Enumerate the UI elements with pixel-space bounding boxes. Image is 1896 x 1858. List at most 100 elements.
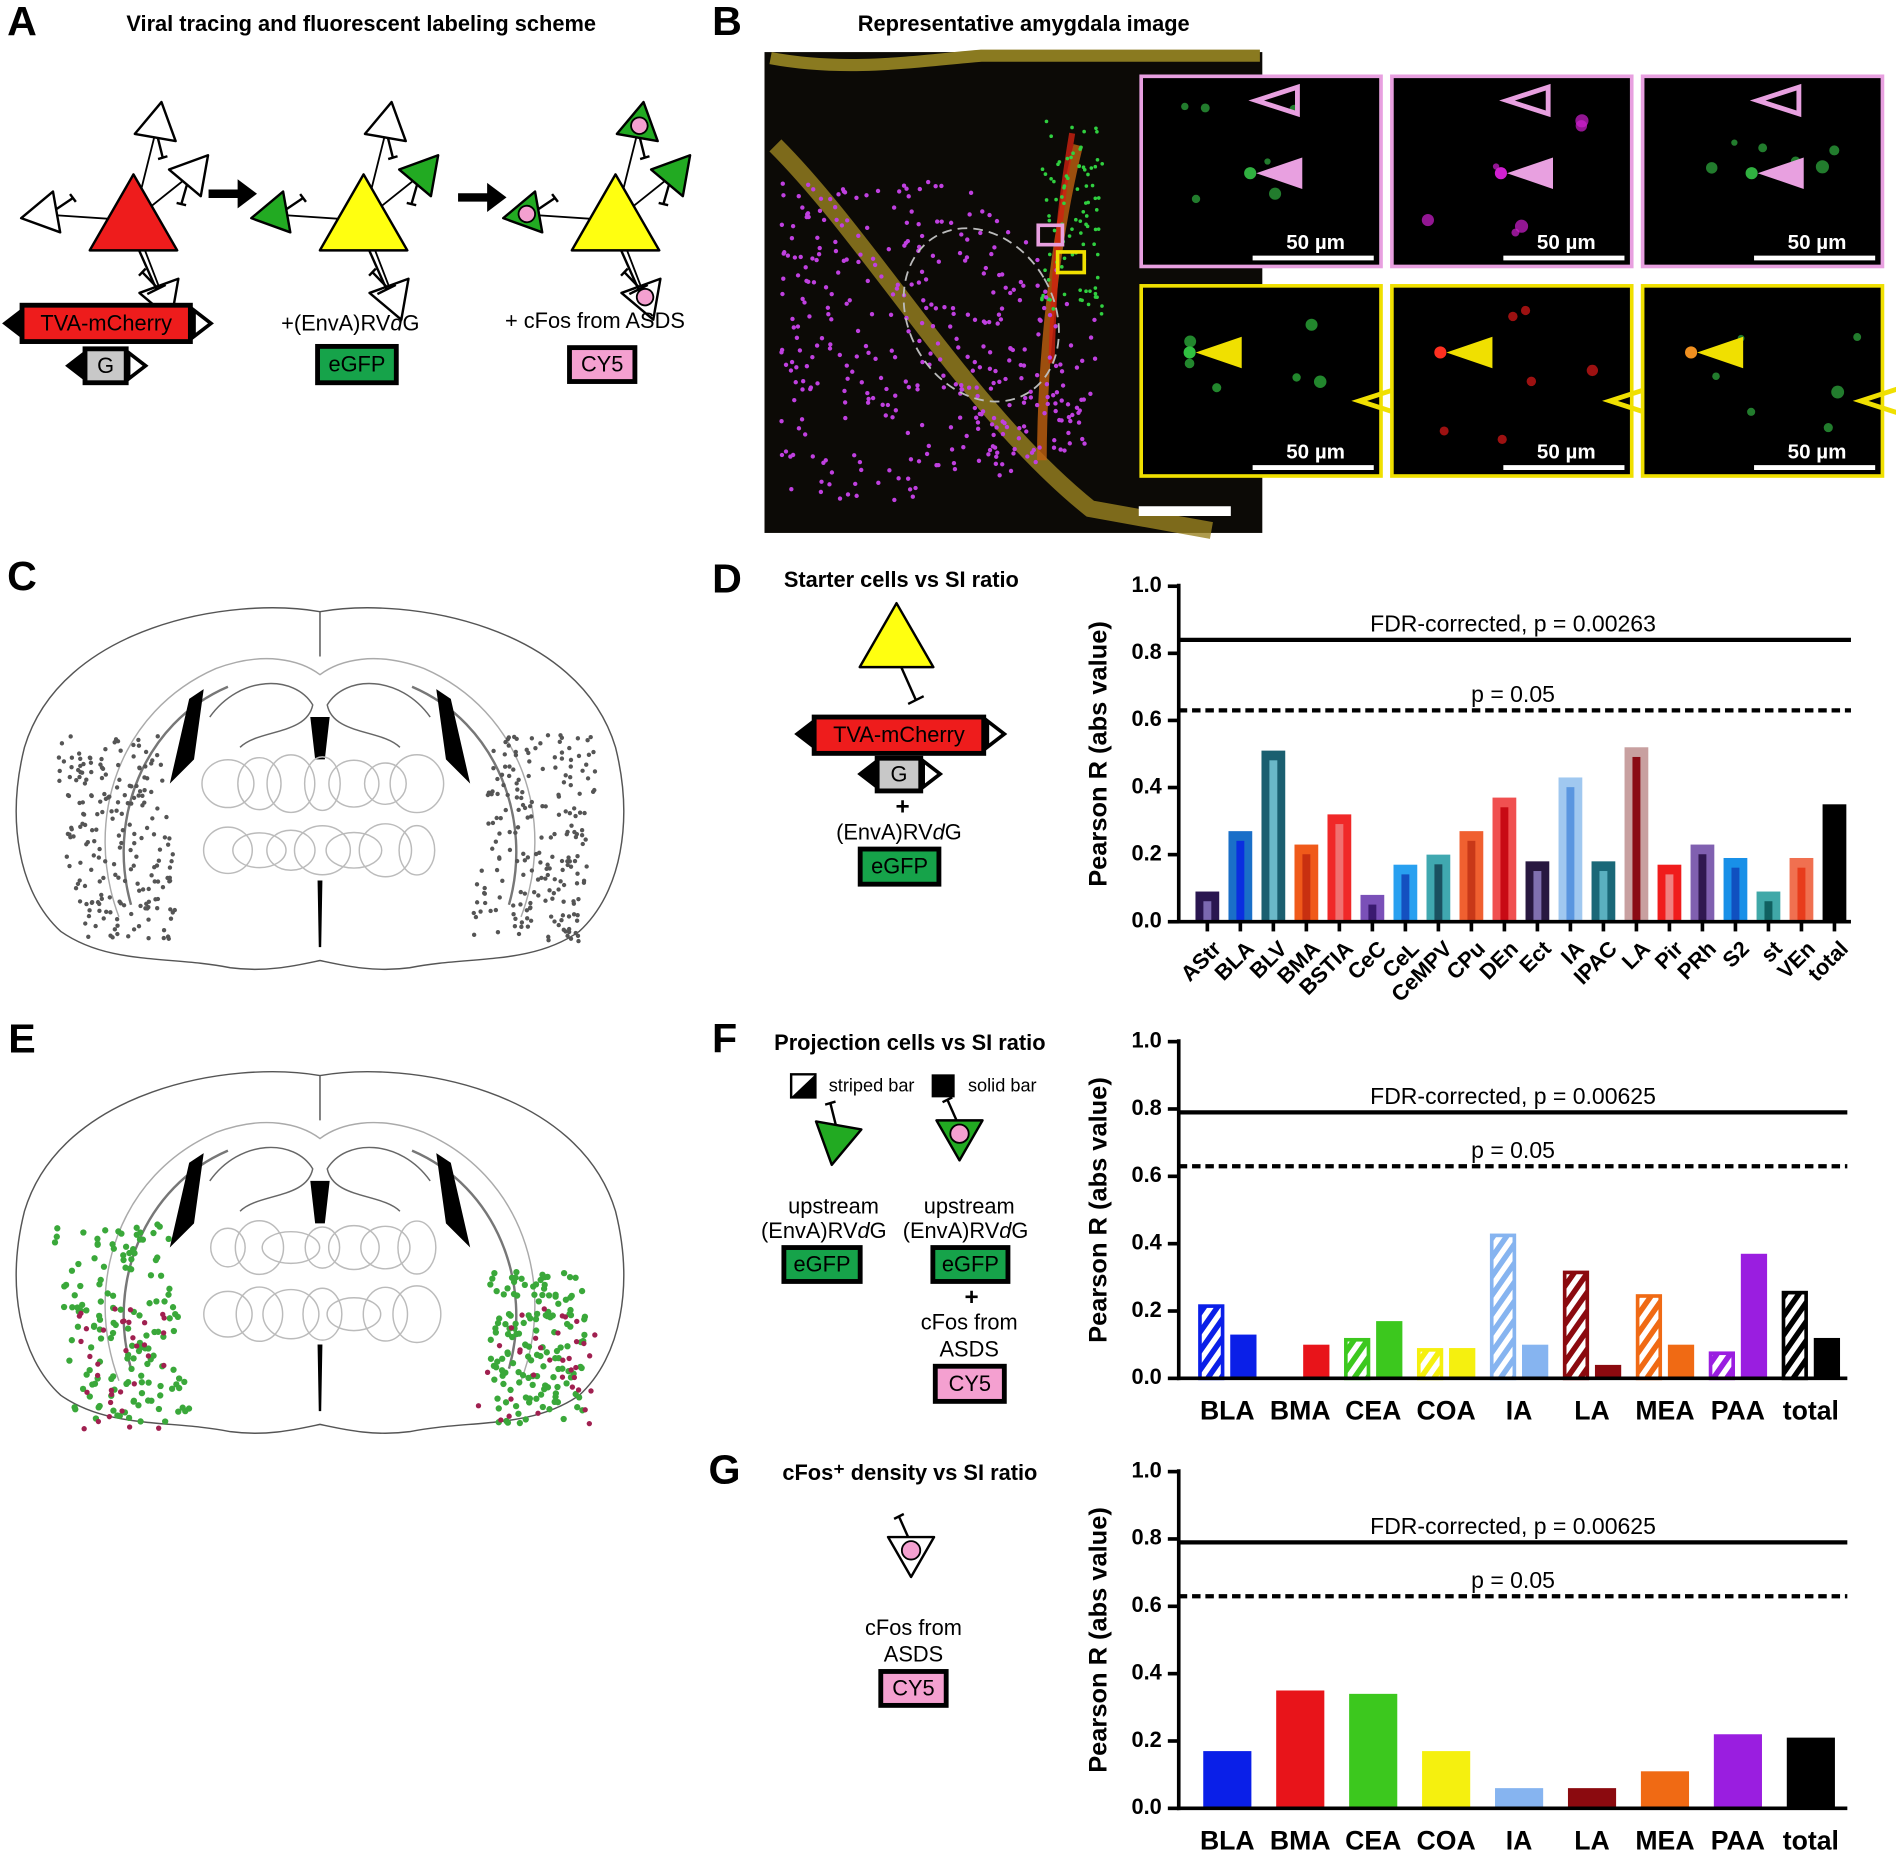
cell-dot [805, 182, 811, 187]
y-tick-label: 0.8 [1131, 1525, 1161, 1550]
cell-dot [1081, 209, 1086, 214]
cell-dot [128, 1365, 135, 1373]
cell-dot [884, 386, 889, 392]
x-tick-label: IA [1506, 1395, 1533, 1425]
cell-dot [1093, 286, 1098, 290]
cell-dot [923, 277, 929, 282]
cell-dot [1081, 397, 1086, 402]
cell-dot [136, 793, 141, 798]
cell-dot [542, 1383, 550, 1390]
cell-dot [1042, 305, 1047, 311]
label-box [781, 1245, 863, 1284]
cell-dot [524, 747, 529, 753]
bar [1495, 1788, 1544, 1809]
cell-dot [1081, 165, 1086, 170]
cell-dot [140, 793, 145, 799]
cell-dot [789, 487, 794, 492]
cell-dot [1035, 283, 1040, 288]
bar [1813, 1337, 1841, 1379]
cell-dot [993, 368, 998, 374]
cell-dot [564, 1343, 571, 1350]
cell-dot [508, 1396, 514, 1402]
cfos-dot [635, 287, 655, 307]
cell-dot [94, 1235, 101, 1242]
cell-dot [95, 1418, 102, 1425]
axon-end [376, 283, 397, 296]
cell-dot [506, 1413, 512, 1419]
cell-body [649, 154, 692, 198]
cell-dot [108, 1391, 115, 1397]
cell-body [318, 173, 409, 252]
cell-dot [1096, 196, 1101, 200]
cell-dot [573, 1364, 579, 1371]
cell-dot [994, 218, 1000, 224]
cell-dot [568, 782, 573, 788]
cell-dot [514, 781, 519, 786]
label: cFos from [865, 1615, 962, 1640]
cell-dot [120, 1256, 127, 1264]
cell-dot [1011, 451, 1016, 456]
brain-structure [237, 756, 282, 811]
cell-dot [575, 871, 580, 876]
cell-dot [581, 880, 587, 885]
cell-dot [807, 314, 812, 319]
cell-dot [1023, 240, 1029, 245]
bar-stripe [1368, 904, 1377, 922]
cell-dot [161, 935, 166, 941]
cell-dot [1051, 445, 1057, 450]
cell-dot [1094, 126, 1098, 131]
x-tick-label: total [1783, 1825, 1839, 1855]
x-tick-label: PAA [1711, 1825, 1765, 1855]
cell-dot [110, 1407, 117, 1414]
cell-dot [120, 828, 126, 833]
cell-dot [62, 1281, 70, 1288]
cell-dot [800, 205, 805, 210]
axon [946, 1099, 959, 1123]
cell-dot [108, 933, 113, 938]
brain-structure [203, 1290, 253, 1338]
cell-dot [1685, 346, 1698, 359]
cell-dot [107, 1334, 115, 1342]
y-tick-label: 0.6 [1131, 706, 1161, 731]
cell-dot [795, 273, 801, 278]
y-tick-label: 0.0 [1131, 1364, 1161, 1389]
cell-dot [136, 743, 142, 748]
cell-dot [168, 1385, 176, 1392]
cell-dot [566, 1273, 574, 1281]
cell-dot [967, 212, 972, 217]
cell-dot [504, 1285, 511, 1292]
cell-dot [828, 196, 833, 202]
legend-label: striped bar [829, 1075, 915, 1095]
y-tick-label: 0.4 [1131, 1659, 1161, 1684]
cell-dot [1292, 373, 1301, 382]
cell-dot [815, 235, 820, 240]
x-tick-label: PRh [1672, 936, 1721, 985]
bar [1376, 1321, 1403, 1379]
cell-dot [904, 186, 909, 191]
cell-dot [1003, 285, 1008, 290]
brain-structure [266, 754, 316, 814]
cell-dot [69, 764, 74, 770]
cell-dot [506, 735, 511, 740]
cell-dot [122, 792, 127, 798]
cell-dot [78, 860, 83, 865]
bar-stripe [1467, 840, 1476, 922]
cell-dot [170, 910, 175, 915]
cell-dot [165, 1235, 172, 1243]
cell-dot [1044, 119, 1049, 124]
axon [367, 247, 388, 290]
cell-dot [552, 1291, 559, 1298]
cell-dot [1099, 311, 1104, 316]
cell-dot [545, 733, 551, 738]
cell-dot [144, 1360, 151, 1368]
cell-dot [564, 832, 569, 837]
cell-dot [1093, 295, 1098, 299]
cell-dot [556, 794, 562, 799]
cell-dot [972, 405, 978, 411]
cell-dot [535, 1298, 542, 1305]
cell-dot [829, 317, 834, 322]
cell-dot [493, 1287, 500, 1295]
cell-dot [64, 854, 69, 859]
cell-dot [86, 1393, 93, 1400]
brain-structure [304, 1226, 341, 1269]
